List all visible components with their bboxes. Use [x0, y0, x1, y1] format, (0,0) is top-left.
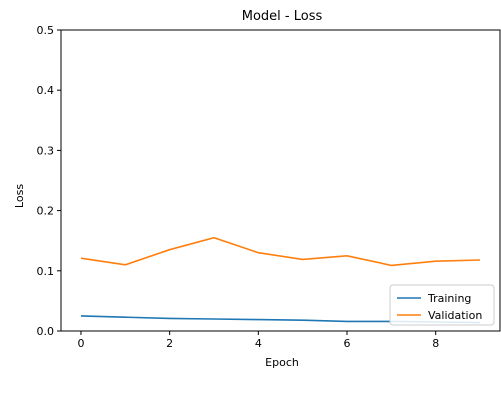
y-tick-label: 0.5: [37, 24, 55, 37]
x-tick-label: 4: [255, 337, 262, 350]
chart-title: Model - Loss: [242, 9, 323, 24]
axes-frame: [60, 29, 501, 332]
legend: Training Validation: [389, 284, 495, 326]
y-axis-label: Loss: [13, 184, 26, 208]
y-tick-label: 0.1: [37, 265, 55, 278]
y-tick-label: 0.4: [37, 84, 55, 97]
series-line-validation: [80, 236, 481, 267]
x-tick-label: 2: [166, 337, 173, 350]
axis-ticks: 0 2 4 6 8 0.0 0.1 0.2 0.3 0.4 0.5: [37, 24, 440, 350]
y-tick-label: 0.3: [37, 144, 55, 157]
legend-label-training: Training: [427, 292, 471, 305]
x-tick-label: 6: [344, 337, 351, 350]
x-tick-label: 0: [77, 337, 84, 350]
y-tick-label: 0.0: [37, 325, 55, 338]
x-tick-label: 8: [432, 337, 439, 350]
legend-label-validation: Validation: [428, 309, 482, 322]
y-tick-label: 0.2: [37, 205, 55, 218]
x-axis-label: Epoch: [265, 356, 299, 369]
